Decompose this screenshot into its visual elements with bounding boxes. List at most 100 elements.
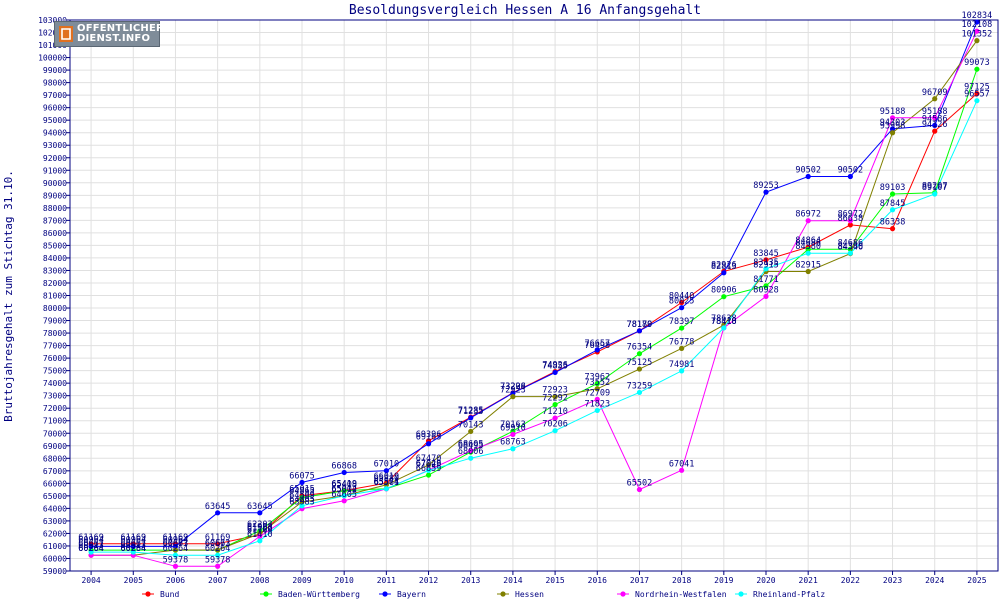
data-label-hessen: 75125 — [627, 358, 653, 368]
data-label-nrw: 69910 — [500, 423, 526, 433]
y-tick-label: 92000 — [43, 154, 67, 163]
data-label-rp: 74981 — [669, 360, 695, 370]
data-label-nrw: 61760 — [247, 525, 273, 535]
point-rp — [721, 325, 727, 331]
data-label-bayern: 66075 — [289, 471, 315, 481]
point-rp — [594, 407, 600, 414]
point-bayern — [341, 469, 347, 476]
x-tick-label: 2025 — [967, 576, 986, 585]
y-tick-label: 59000 — [43, 567, 67, 576]
point-rp — [510, 446, 516, 452]
point-bayern — [552, 369, 558, 376]
data-label-bw: 76354 — [627, 343, 653, 353]
point-bw — [425, 472, 432, 478]
data-label-bund: 97125 — [964, 83, 990, 93]
point-bayern — [257, 510, 263, 516]
y-tick-label: 89000 — [43, 191, 67, 200]
point-hessen — [889, 130, 896, 136]
data-label-bw: 60662 — [205, 539, 231, 549]
point-nrw — [552, 415, 558, 421]
point-rp — [88, 549, 94, 555]
point-bund — [889, 226, 896, 232]
y-axis-label: Bruttojahresgehalt zum Stichtag 31.10. — [2, 170, 15, 422]
data-label-bw: 99073 — [964, 58, 990, 68]
point-rp — [468, 455, 474, 461]
point-bw — [679, 325, 685, 331]
point-hessen — [594, 386, 600, 392]
data-label-nrw: 65502 — [627, 479, 653, 489]
data-label-rp: 60513 — [78, 541, 104, 551]
point-rp — [847, 250, 853, 256]
data-label-bayern: 60964 — [163, 535, 189, 545]
point-bw — [594, 381, 600, 387]
data-label-bund: 66019 — [374, 472, 400, 482]
data-label-nrw: 60264 — [78, 544, 104, 554]
data-label-bayern: 94586 — [922, 114, 948, 124]
x-tick-label: 2008 — [250, 576, 269, 585]
point-bund — [215, 541, 221, 547]
y-tick-label: 63000 — [43, 517, 67, 526]
point-bayern — [172, 543, 179, 550]
legend-label-rp: Rheinland-Pfalz — [753, 590, 825, 599]
data-label-hessen: 73552 — [584, 378, 610, 388]
data-label-bw: 60667 — [163, 539, 189, 549]
point-rp — [763, 266, 769, 272]
point-rp — [130, 549, 136, 555]
data-label-nrw: 71210 — [542, 407, 568, 417]
point-nrw — [215, 563, 221, 569]
data-label-hessen: 70143 — [458, 420, 484, 430]
y-tick-label: 95000 — [43, 116, 67, 125]
data-label-bw: 60667 — [78, 539, 104, 549]
point-bayern — [636, 328, 643, 334]
data-label-rp: 61410 — [247, 530, 273, 540]
data-label-nrw: 86972 — [795, 210, 821, 220]
legend-label-nrw: Nordrhein-Westfalen — [635, 590, 727, 599]
legend-swatch-bund — [145, 591, 151, 597]
legend-swatch-hessen — [500, 591, 506, 597]
legend-swatch-rp — [738, 591, 744, 597]
data-label-rp: 68763 — [500, 438, 526, 448]
data-label-hessen: 72923 — [500, 386, 526, 396]
data-label-rp: 60264 — [205, 544, 231, 554]
point-bund — [974, 90, 980, 97]
data-label-bayern: 76657 — [584, 339, 610, 349]
data-label-bund: 61169 — [205, 533, 231, 543]
data-label-bw: 68495 — [458, 441, 484, 451]
x-tick-label: 2005 — [124, 576, 143, 585]
data-label-bw: 73962 — [584, 373, 610, 383]
point-bayern — [88, 543, 94, 550]
data-label-bund: 69396 — [416, 430, 442, 440]
data-label-rp: 64205 — [289, 495, 315, 505]
data-label-bayern: 63645 — [205, 502, 231, 512]
data-label-hessen: 101352 — [962, 30, 993, 40]
data-label-nrw: 68605 — [458, 440, 484, 450]
gridlines — [70, 19, 998, 572]
y-tick-label: 79000 — [43, 317, 67, 326]
series-lines — [88, 19, 980, 569]
plot-frame — [69, 19, 999, 572]
data-label-bw: 89103 — [880, 183, 906, 193]
data-label-bw: 70163 — [500, 420, 526, 430]
point-hessen — [974, 38, 980, 44]
y-tick-label: 72000 — [43, 404, 67, 413]
point-nrw — [932, 115, 938, 121]
point-nrw — [974, 28, 980, 34]
point-hessen — [425, 462, 432, 468]
point-bayern — [299, 479, 305, 486]
data-label-hessen: 76778 — [669, 337, 695, 347]
point-bund — [932, 128, 938, 134]
y-tick-label: 88000 — [43, 204, 67, 213]
point-bayern — [805, 173, 811, 180]
y-tick-label: 87000 — [43, 216, 67, 225]
point-hessen — [932, 96, 938, 102]
data-label-rp: 84380 — [838, 242, 864, 252]
x-tick-label: 2019 — [714, 576, 733, 585]
data-label-hessen: 60264 — [120, 544, 146, 554]
logo-mark-icon — [59, 26, 73, 42]
legend-label-bayern: Bayern — [397, 590, 426, 599]
data-label-bund: 80440 — [669, 292, 695, 302]
x-tick-label: 2011 — [377, 576, 396, 585]
y-tick-label: 94000 — [43, 129, 67, 138]
data-label-rp: 60264 — [163, 544, 189, 554]
